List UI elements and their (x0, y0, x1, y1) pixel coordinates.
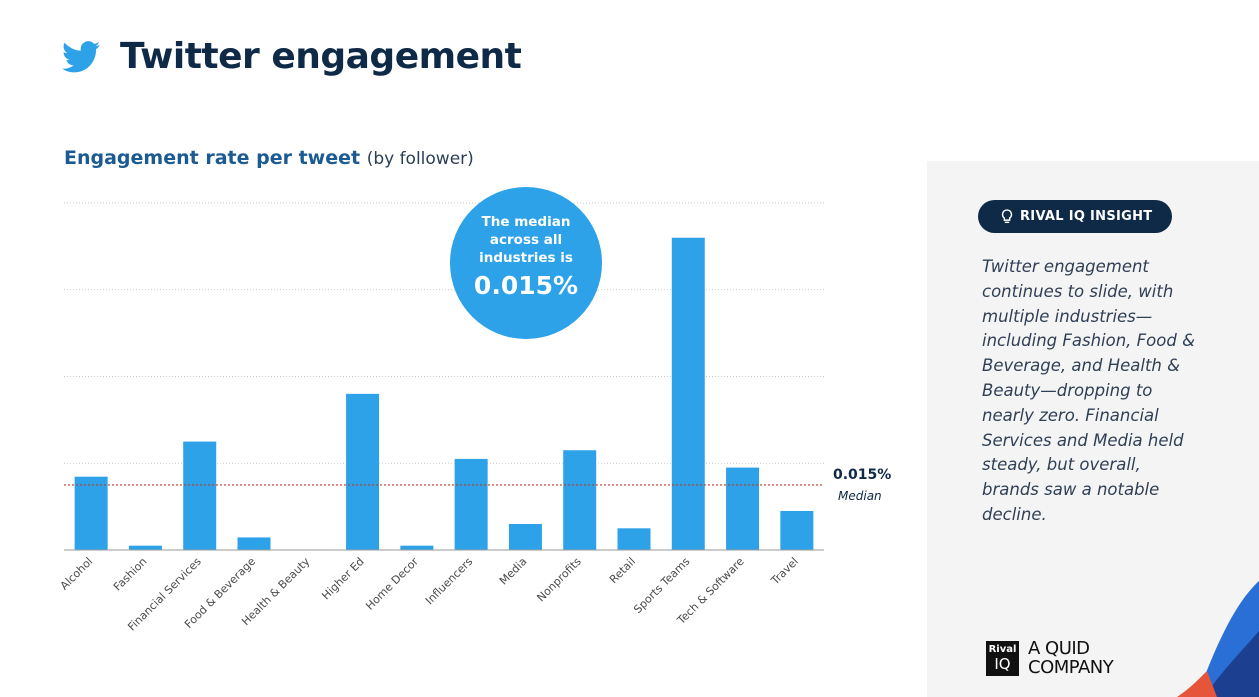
x-tick-label: Nonprofits (534, 555, 584, 605)
bubble-value: 0.015% (473, 270, 579, 300)
x-tick-label: Travel (768, 555, 801, 588)
logo-text-line1: A QUID (1028, 638, 1090, 659)
x-tick-label: Influencers (423, 555, 475, 607)
bar (563, 450, 597, 550)
x-tick-label: Home Decor (363, 555, 421, 613)
insight-badge-label: RIVAL IQ INSIGHT (1020, 209, 1153, 224)
bar (237, 537, 271, 550)
x-tick-label: Media (497, 555, 530, 588)
bar (346, 393, 380, 550)
bar (617, 528, 651, 550)
insight-text: Twitter engagement continues to slide, w… (982, 257, 1195, 524)
median-callout-bubble: The median across all industries is 0.01… (450, 187, 602, 339)
x-tick-label: Fashion (111, 555, 150, 594)
rival-iq-logo: Rival IQ (986, 641, 1019, 676)
bar (780, 510, 814, 550)
quid-company-logo-text: A QUID COMPANY (1028, 638, 1114, 678)
bar (128, 545, 162, 550)
insight-panel: RIVAL IQ INSIGHT Twitter engagement cont… (927, 161, 1259, 697)
chart-title-main: Engagement rate per tweet (64, 147, 361, 169)
bar (183, 441, 217, 550)
chart-title-sub: (by follower) (366, 149, 474, 169)
bubble-text: The median across all industries is (479, 213, 573, 266)
x-tick-label: Sports Teams (631, 555, 692, 616)
logo-box-line2: IQ (994, 655, 1011, 673)
chart-title: Engagement rate per tweet (by follower) (64, 147, 474, 169)
lightbulb-icon (1001, 208, 1013, 223)
median-caption: Median (838, 489, 882, 503)
page-header: Twitter engagement (62, 36, 522, 77)
x-tick-label: Alcohol (58, 555, 96, 593)
x-tick-label: Higher Ed (319, 555, 366, 602)
bar (671, 237, 705, 550)
twitter-bird-icon (62, 40, 100, 72)
median-value-label: 0.015% (833, 467, 892, 483)
bar (508, 523, 542, 550)
decorative-wave (1177, 581, 1259, 697)
bar (726, 467, 760, 550)
x-tick-label: Retail (607, 555, 638, 586)
page-title: Twitter engagement (120, 36, 522, 77)
insight-badge: RIVAL IQ INSIGHT (978, 200, 1173, 233)
bar (400, 545, 434, 550)
logo-text-line2: COMPANY (1028, 657, 1114, 678)
bar (74, 476, 108, 550)
logo-box-line1: Rival (988, 644, 1017, 655)
bar (454, 458, 488, 550)
